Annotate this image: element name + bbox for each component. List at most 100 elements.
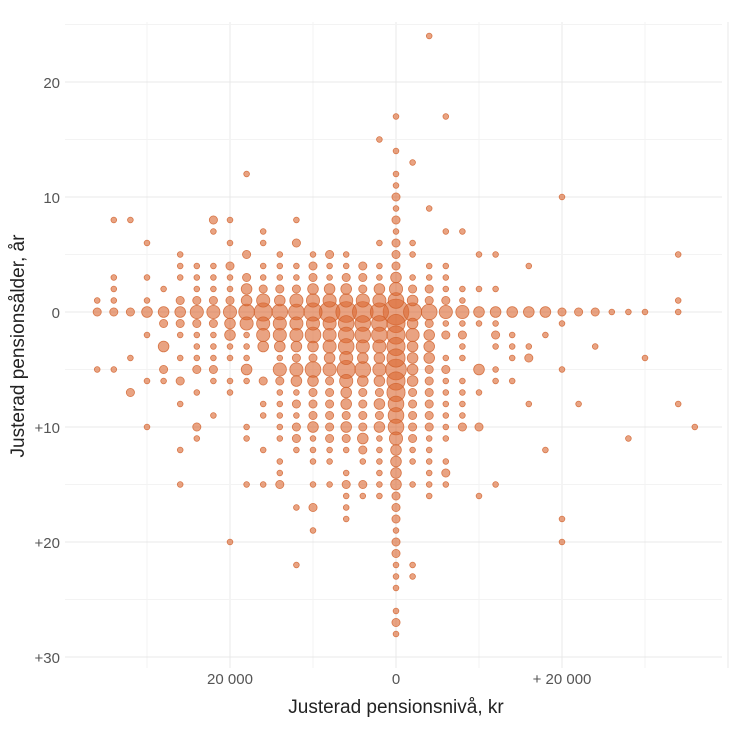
y-axis-title: Justerad pensionsålder, år [8,234,29,458]
data-point [210,285,217,293]
data-point [625,308,632,316]
data-point [357,432,369,445]
data-point [276,389,284,396]
data-point [309,458,317,465]
data-point [408,399,418,409]
data-point [242,249,252,259]
data-point [475,285,483,293]
data-point [409,561,416,569]
data-point [359,492,367,500]
data-point [391,261,401,271]
data-point [442,377,450,385]
data-point [388,281,403,296]
data-point [307,421,319,433]
x-tick-label: 20 000 [207,671,253,688]
data-point [309,435,317,442]
data-point [275,376,285,386]
data-point [442,285,450,293]
data-point [406,294,419,307]
data-point [210,274,217,281]
data-point [542,446,549,454]
data-point [322,339,337,354]
data-point [176,481,184,488]
data-point [276,412,284,419]
data-point [289,327,304,342]
data-point [392,527,400,534]
data-point [508,377,516,385]
data-point [176,400,184,408]
data-point [425,492,433,500]
data-point [291,399,301,409]
data-point [259,274,267,281]
data-point [376,458,383,465]
data-point [425,446,433,454]
data-point [276,435,284,442]
data-point [176,446,184,454]
data-point [322,362,337,377]
data-point [210,377,217,385]
data-point [441,468,451,478]
data-point [373,352,386,364]
data-point [339,373,354,388]
data-point [143,377,151,385]
data-point [408,433,418,443]
data-point [359,458,367,465]
data-point [175,376,185,386]
data-point [305,316,320,331]
data-point [442,262,450,270]
data-point [438,304,453,319]
data-point [339,293,354,308]
data-point [473,306,485,318]
data-point [392,630,400,638]
data-point [523,306,535,318]
data-point [525,343,533,350]
data-point [641,354,649,362]
data-point [376,481,383,488]
data-point [275,479,285,489]
data-point [355,293,370,308]
data-point [308,272,318,282]
data-point [508,343,516,350]
data-point [391,537,401,547]
data-point [459,412,466,419]
data-point [308,502,318,512]
data-point [340,421,352,433]
data-point [376,435,383,442]
data-point [323,352,336,364]
data-point [425,262,433,270]
data-point [276,458,284,465]
data-point [159,364,169,374]
data-point [409,239,416,247]
data-point [193,343,201,350]
data-point [307,340,319,353]
data-point [475,492,483,500]
data-point [291,284,301,294]
data-point [441,330,451,340]
data-point [224,329,236,341]
data-point [206,304,221,319]
data-point [325,410,335,420]
data-point [424,364,434,374]
data-point [259,262,267,270]
data-point [441,295,451,305]
y-tick-label: +10 [35,420,60,437]
data-point [293,262,300,270]
data-point [243,331,250,339]
data-point [442,354,450,362]
data-point [354,361,372,378]
data-point [226,538,234,546]
data-point [274,340,286,353]
data-point [125,307,135,317]
data-point [357,375,369,387]
data-point [459,320,466,327]
data-point [425,32,433,40]
data-point [226,216,234,224]
data-point [442,481,450,488]
data-point [276,423,284,431]
data-point [293,446,300,454]
data-point [574,307,584,317]
data-point [342,446,350,454]
data-point [276,251,284,258]
data-point [391,491,401,501]
data-point [175,318,185,328]
